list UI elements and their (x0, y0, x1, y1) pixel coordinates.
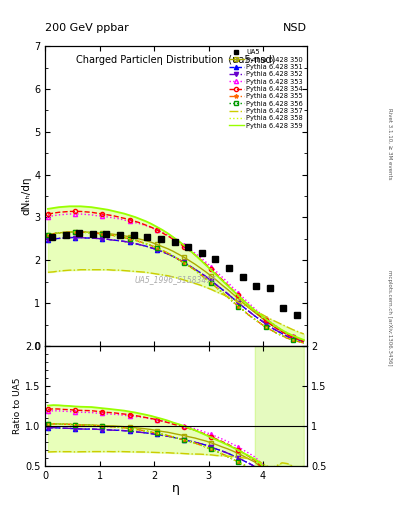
Text: 200 GeV ppbar: 200 GeV ppbar (45, 23, 129, 33)
Text: UA5_1996_S1583476: UA5_1996_S1583476 (135, 275, 217, 285)
Y-axis label: Ratio to UA5: Ratio to UA5 (13, 378, 22, 434)
Text: Charged Particleη Distribution (ua5-nsd): Charged Particleη Distribution (ua5-nsd) (76, 55, 275, 65)
Y-axis label: dNₜₕ/dη: dNₜₕ/dη (21, 177, 31, 215)
Text: Rivet 3.1.10, ≥ 3M events: Rivet 3.1.10, ≥ 3M events (387, 108, 392, 179)
X-axis label: η: η (172, 482, 180, 495)
Text: NSD: NSD (283, 23, 307, 33)
Text: mcplots.cern.ch [arXiv:1306.3436]: mcplots.cern.ch [arXiv:1306.3436] (387, 270, 392, 365)
Legend: UA5, Pythia 6.428 350, Pythia 6.428 351, Pythia 6.428 352, Pythia 6.428 353, Pyt: UA5, Pythia 6.428 350, Pythia 6.428 351,… (226, 47, 306, 132)
